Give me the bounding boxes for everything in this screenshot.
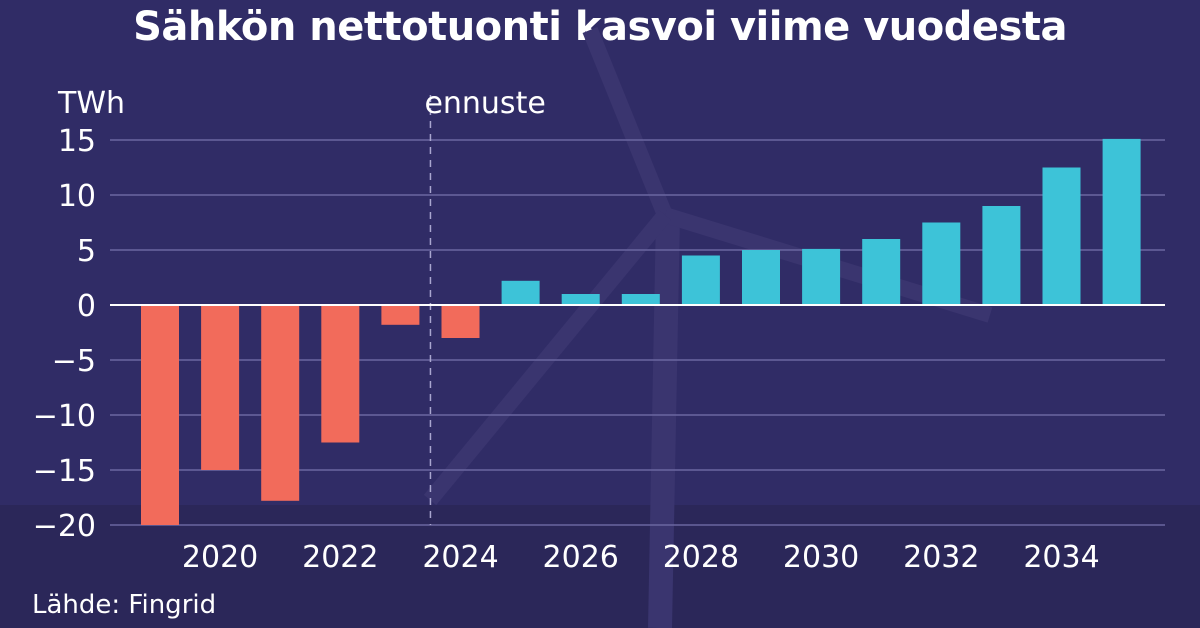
bar-2022 xyxy=(321,305,360,443)
bar-2028 xyxy=(681,255,720,305)
x-tick-label: 2026 xyxy=(543,540,619,575)
bar-2021 xyxy=(261,305,300,501)
bar-2033 xyxy=(982,206,1021,305)
turbine-blade xyxy=(582,26,673,219)
y-tick-label: −20 xyxy=(33,509,96,544)
bar-2025 xyxy=(501,280,540,305)
forecast-annotation: ennuste xyxy=(424,86,545,121)
y-tick-label: −15 xyxy=(33,454,96,489)
y-tick-label: 15 xyxy=(58,124,96,159)
bar-2034 xyxy=(1042,167,1081,305)
x-tick-label: 2030 xyxy=(783,540,859,575)
y-tick-label: −5 xyxy=(52,344,96,379)
bar-2020 xyxy=(201,305,240,470)
y-tick-label: 10 xyxy=(58,179,96,214)
bar-2026 xyxy=(561,294,600,305)
bar-2027 xyxy=(621,294,660,305)
turbine-blade xyxy=(423,209,672,506)
x-tick-label: 2024 xyxy=(422,540,498,575)
x-tick-label: 2020 xyxy=(182,540,258,575)
x-tick-label: 2034 xyxy=(1023,540,1099,575)
bar-2032 xyxy=(922,222,961,305)
bar-2019 xyxy=(141,305,179,525)
source-note: Lähde: Fingrid xyxy=(32,590,217,620)
y-tick-label: −10 xyxy=(33,399,96,434)
bar-2029 xyxy=(742,250,780,305)
turbine-tower xyxy=(648,214,680,628)
x-tick-label: 2032 xyxy=(903,540,979,575)
bar-2024 xyxy=(441,305,480,338)
bar-2031 xyxy=(862,239,901,305)
y-axis-unit-label: TWh xyxy=(57,86,125,121)
y-tick-label: 5 xyxy=(77,234,96,269)
bar-2035 xyxy=(1102,138,1141,305)
bar-2023 xyxy=(381,305,420,325)
y-tick-label: 0 xyxy=(77,289,96,324)
x-tick-label: 2028 xyxy=(663,540,739,575)
x-tick-label: 2022 xyxy=(302,540,378,575)
bar-2030 xyxy=(802,248,841,305)
